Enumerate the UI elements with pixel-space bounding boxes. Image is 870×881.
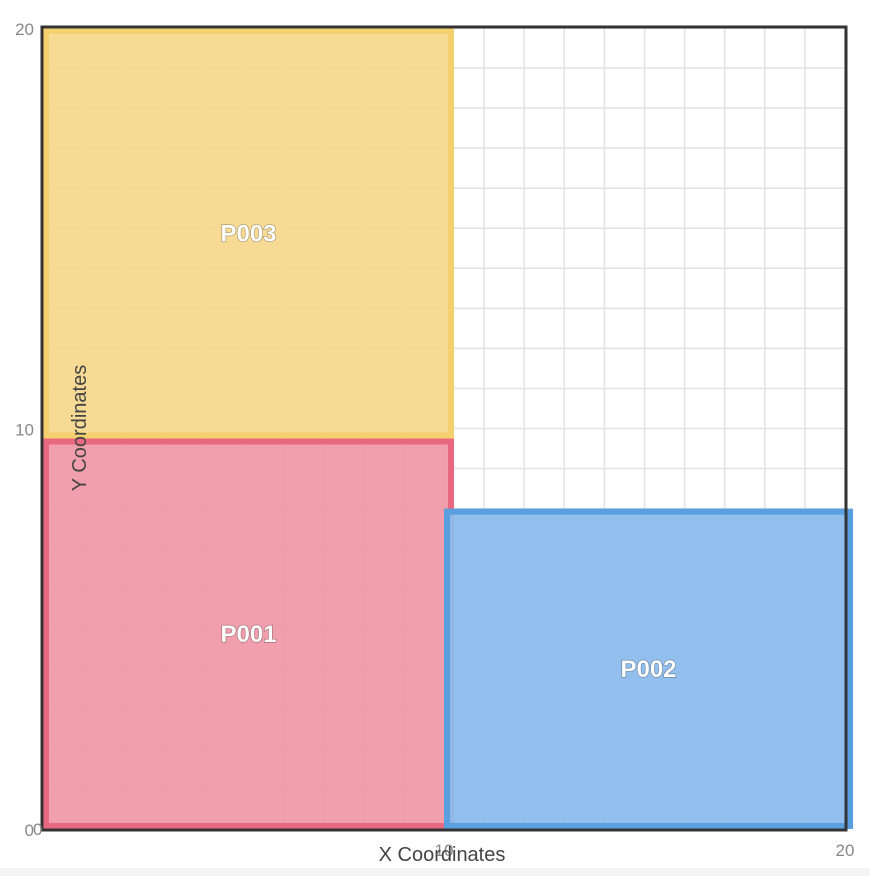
- rect-label: P003: [220, 220, 276, 247]
- y-tick-label: 0: [25, 821, 34, 840]
- tick-labels: 0 10 20 0 10 20: [15, 20, 854, 860]
- rect-label: P001: [220, 621, 276, 648]
- rectangles: P003 P001 P002: [43, 28, 854, 829]
- x-tick-label: 0: [33, 820, 42, 839]
- rect-label: P002: [620, 656, 676, 683]
- rect-p003: P003: [43, 28, 455, 439]
- plot-frame: [40, 25, 848, 832]
- rect-shape: [444, 508, 854, 829]
- x-axis-label: X Coordinates: [379, 844, 506, 866]
- rect-shape: [43, 438, 455, 829]
- rect-p002: P002: [444, 508, 854, 829]
- rect-shape: [43, 28, 455, 439]
- y-axis-label: Y Coordinates: [69, 365, 91, 491]
- x-tick-label: 10: [435, 841, 454, 860]
- rect-p001: P001: [43, 438, 455, 829]
- y-tick-label: 10: [15, 421, 34, 440]
- x-tick-label: 20: [836, 841, 855, 860]
- bottom-strip: [0, 868, 870, 876]
- y-tick-label: 20: [15, 20, 34, 39]
